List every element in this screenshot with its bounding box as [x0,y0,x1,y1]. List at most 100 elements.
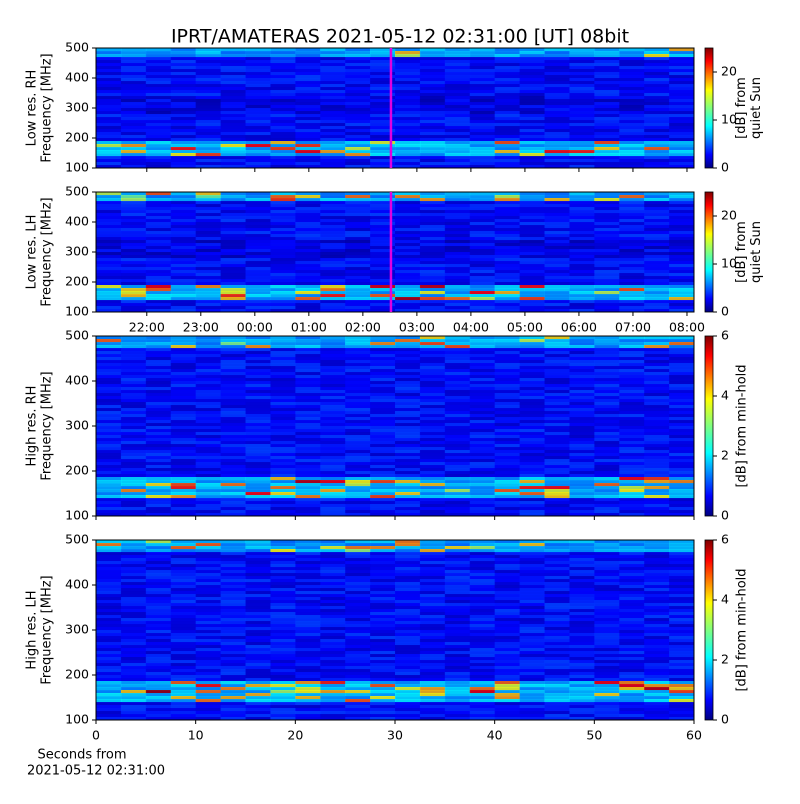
spectrogram-cell [644,645,670,649]
spectrogram-cell [469,426,496,430]
spectrogram-cell [644,603,670,607]
spectrogram-cell [544,615,570,619]
spectrogram-cell [419,231,446,235]
spectrogram-cell [120,105,147,109]
spectrogram-cell [494,483,521,487]
spectrogram-cell [419,462,446,466]
spectrogram-cell [345,60,371,64]
spectrogram-cell [120,405,147,409]
spectrogram-cell [120,306,147,310]
spectrogram-cell [295,78,321,82]
spectrogram-cell [295,165,321,169]
spectrogram-cell [444,354,471,358]
spectrogram-cell [395,279,421,283]
spectrogram-cell [419,249,446,253]
spectrogram-cell [619,153,645,157]
spectrogram-cell [669,243,695,247]
spectrogram-cell [594,492,620,496]
spectrogram-cell [220,249,246,253]
spectrogram-cell [220,630,246,634]
spectrogram-cell [469,345,496,349]
spectrogram-cell [170,288,197,292]
spectrogram-cell [370,153,396,157]
spectrogram-cell [220,450,246,454]
spectrogram-cell [644,639,670,643]
spectrogram-cell [345,126,371,130]
y-axis-label: Frequency [MHz] [40,197,55,306]
spectrogram-cell [270,666,296,670]
spectrogram-cell [669,348,695,352]
spectrogram-cell [370,504,396,508]
spectrogram-cell [594,417,620,421]
spectrogram-cell [544,357,570,361]
spectrogram-cell [295,201,321,205]
spectrogram-cell [619,681,645,685]
spectrogram-cell [195,603,222,607]
spectrogram-cell [544,348,570,352]
spectrogram-cell [444,351,471,355]
spectrogram-cell [145,717,172,721]
spectrogram-cell [270,567,296,571]
spectrogram-cell [419,717,446,721]
spectrogram-cell [345,159,371,163]
spectrogram-cell [444,303,471,307]
spectrogram-cell [245,336,271,340]
spectrogram-cell [295,153,321,157]
spectrogram-cell [569,642,595,646]
spectrogram-cell [444,705,471,709]
spectrogram-cell [594,564,620,568]
spectrogram-cell [569,117,595,121]
spectrogram-cell [594,423,620,427]
spectrogram-cell [320,237,346,241]
spectrogram-cell [594,471,620,475]
spectrogram-cell [320,60,346,64]
spectrogram-cell [469,258,496,262]
spectrogram-cell [669,150,695,154]
spectrogram-cell [419,66,446,70]
spectrogram-cell [644,663,670,667]
spectrogram-cell [469,483,496,487]
spectrogram-cell [145,390,172,394]
spectrogram-cell [395,603,421,607]
spectrogram-cell [320,387,346,391]
spectrogram-cell [370,444,396,448]
spectrogram-cell [320,462,346,466]
spectrogram-cell [195,129,222,133]
spectrogram-cell [619,273,645,277]
spectrogram-cell [220,213,246,217]
spectrogram-cell [145,138,172,142]
y-tick-label: 200 [65,130,89,145]
spectrogram-cell [220,414,246,418]
spectrogram-cell [295,558,321,562]
spectrogram-cell [245,693,271,697]
spectrogram-cell [494,129,521,133]
spectrogram-cell [195,639,222,643]
spectrogram-cell [320,618,346,622]
spectrogram-cell [145,588,172,592]
spectrogram-cell [245,423,271,427]
spectrogram-cell [619,243,645,247]
spectrogram-cell [320,240,346,244]
spectrogram-cell [619,582,645,586]
spectrogram-cell [145,258,172,262]
spectrogram-cell [195,165,222,169]
spectrogram-cell [569,558,595,562]
spectrogram-cell [544,570,570,574]
spectrogram-cell [145,237,172,241]
spectrogram-cell [195,252,222,256]
spectrogram-cell [320,120,346,124]
spectrogram-cell [170,465,197,469]
spectrogram-cell [544,66,570,70]
spectrogram-cell [295,159,321,163]
spectrogram-cell [96,279,122,283]
spectrogram-cell [444,123,471,127]
spectrogram-cell [419,120,446,124]
spectrogram-cell [444,447,471,451]
spectrogram-cell [594,336,620,340]
spectrogram-cell [295,228,321,232]
spectrogram-cell [669,630,695,634]
spectrogram-cell [419,60,446,64]
spectrogram-cell [170,222,197,226]
spectrogram-cell [644,300,670,304]
spectrogram-cell [619,612,645,616]
